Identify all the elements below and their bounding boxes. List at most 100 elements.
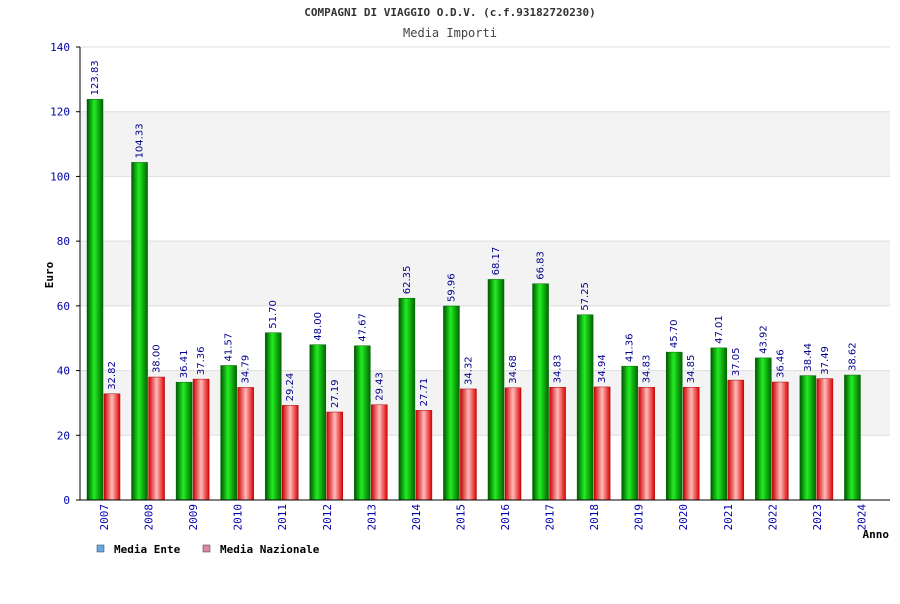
y-tick-label: 140	[50, 41, 70, 54]
data-label: 27.71	[419, 378, 430, 407]
bar-media-nazionale	[326, 411, 344, 501]
bar-media-ente	[398, 298, 416, 501]
bar-media-nazionale	[682, 386, 700, 501]
bar-media-ente	[86, 99, 104, 501]
bar-media-nazionale	[103, 393, 121, 501]
data-label: 59.96	[446, 273, 457, 302]
data-label: 34.83	[642, 355, 653, 384]
bar-media-nazionale	[593, 386, 611, 501]
plot-band	[80, 305, 890, 371]
x-tick-label: 2014	[410, 504, 423, 531]
bar-media-ente	[487, 279, 505, 501]
data-label: 27.19	[330, 379, 341, 408]
data-label: 37.05	[731, 347, 742, 376]
data-label: 47.67	[357, 313, 368, 342]
data-label: 34.68	[508, 355, 519, 384]
plot-band	[80, 435, 890, 500]
bar-media-ente	[576, 314, 594, 501]
data-label: 41.57	[224, 333, 235, 362]
bar-media-nazionale	[504, 387, 522, 501]
x-tick-label: 2011	[276, 504, 289, 531]
data-label: 51.70	[268, 300, 279, 329]
bar-media-nazionale	[148, 376, 165, 501]
bar-media-ente	[844, 374, 861, 501]
y-tick-label: 100	[50, 170, 70, 183]
data-label: 38.44	[803, 343, 814, 372]
x-tick-label: 2023	[811, 504, 824, 531]
bar-media-ente	[309, 344, 327, 501]
bar-media-nazionale	[192, 378, 210, 501]
data-label: 57.25	[580, 282, 591, 311]
x-tick-label: 2009	[187, 504, 200, 531]
x-tick-label: 2013	[365, 504, 378, 531]
data-label: 66.83	[536, 251, 547, 280]
data-label: 34.79	[241, 355, 252, 384]
bar-media-nazionale	[772, 381, 789, 501]
data-label: 41.36	[625, 334, 636, 363]
data-label: 37.36	[196, 346, 207, 375]
data-label: 68.17	[491, 247, 502, 276]
bar-media-ente	[755, 357, 772, 501]
plot-background	[80, 47, 890, 500]
bar-media-nazionale	[460, 388, 477, 501]
bar-media-ente	[131, 162, 148, 501]
data-label: 43.92	[758, 325, 769, 354]
y-axis-ticks: 0 20 40 60 80 100 120 140	[50, 41, 80, 507]
data-label: 62.35	[402, 266, 413, 295]
x-axis-label: Anno	[863, 528, 890, 541]
y-tick-label: 0	[63, 494, 70, 507]
bar-media-nazionale	[816, 378, 834, 501]
data-label: 34.94	[597, 354, 608, 383]
data-label: 38.62	[847, 342, 858, 371]
legend: Media Ente Media Nazionale	[96, 543, 320, 556]
x-tick-label: 2018	[588, 504, 601, 531]
y-tick-label: 80	[57, 235, 70, 248]
y-tick-label: 120	[50, 106, 70, 119]
x-tick-label: 2008	[143, 504, 156, 531]
x-tick-label: 2019	[633, 504, 646, 531]
x-tick-label: 2016	[499, 504, 512, 531]
data-label: 37.49	[820, 346, 831, 375]
bar-media-ente	[220, 365, 237, 501]
data-label: 36.41	[179, 350, 190, 379]
legend-label-media-ente: Media Ente	[114, 543, 181, 556]
bar-media-nazionale	[415, 410, 433, 501]
data-label: 29.43	[374, 372, 385, 401]
plot-band	[80, 241, 890, 306]
y-tick-label: 40	[57, 365, 70, 378]
gridlines	[80, 46, 890, 436]
legend-swatch-media-ente	[96, 544, 105, 553]
y-tick-label: 60	[57, 300, 70, 313]
bar-media-ente	[175, 381, 193, 501]
plot-band	[80, 176, 890, 242]
bar-media-ente	[443, 305, 460, 501]
x-tick-label: 2015	[454, 504, 467, 531]
bar-media-ente	[799, 375, 817, 501]
value-labels: 123.83 32.82 104.33 38.00 36.41 37.36 41.57 34.…	[90, 60, 858, 408]
data-label: 48.00	[313, 312, 324, 341]
x-tick-label: 2007	[98, 504, 111, 531]
data-label: 45.70	[669, 319, 680, 348]
data-label: 34.32	[463, 356, 474, 385]
bar-media-nazionale	[281, 405, 299, 501]
bar-media-nazionale	[638, 387, 655, 501]
data-label: 29.24	[285, 373, 296, 402]
legend-swatch-media-nazionale	[202, 544, 211, 553]
y-tick-label: 20	[57, 429, 70, 442]
legend-label-media-nazionale: Media Nazionale	[220, 543, 320, 556]
data-label: 38.00	[152, 344, 163, 373]
data-label: 104.33	[135, 123, 146, 158]
x-axis-ticks: 2007 2008 2009 2010 2011 2012 2013 2014 2015 2016…	[98, 504, 868, 531]
bar-media-ente	[264, 332, 282, 501]
x-tick-label: 2024	[855, 504, 868, 531]
x-tick-label: 2022	[766, 504, 779, 531]
chart-title: COMPAGNI DI VIAGGIO O.D.V. (c.f.93182720…	[304, 6, 595, 19]
bar-media-ente	[532, 283, 549, 501]
plot-band	[80, 370, 890, 436]
x-tick-label: 2010	[232, 504, 245, 531]
bar-media-ente	[665, 351, 683, 501]
bar-media-nazionale	[371, 404, 388, 501]
plot-band	[80, 47, 890, 112]
